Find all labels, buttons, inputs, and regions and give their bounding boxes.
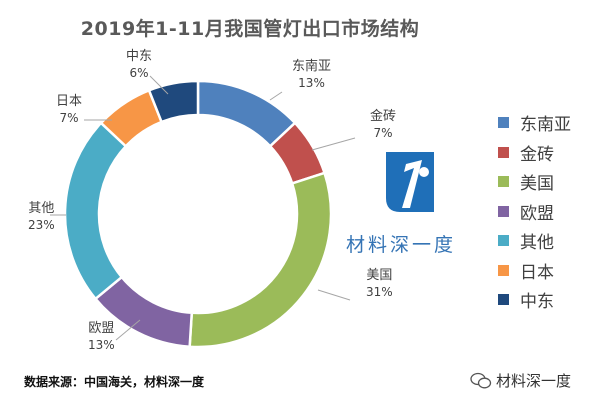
slice-name: 美国: [366, 268, 393, 283]
slice-label: 金砖 7%: [370, 108, 396, 142]
slice-percent: 13%: [88, 338, 115, 352]
slice-5: [63, 121, 128, 301]
chart-title: 2019年1-11月我国管灯出口市场结构: [80, 18, 420, 40]
legend-swatch: [498, 176, 509, 188]
data-source: 数据来源：中国海关，材料深一度: [24, 375, 205, 389]
legend-item: 其他: [498, 226, 571, 256]
wechat-icon: [470, 372, 492, 388]
slice-label: 欧盟 13%: [88, 320, 115, 354]
legend-label: 日本: [520, 262, 554, 283]
brand-name: 材料深一度: [346, 234, 457, 256]
slice-name: 金砖: [370, 109, 397, 124]
legend-label: 金砖: [520, 144, 554, 165]
legend-swatch: [498, 235, 509, 247]
legend-swatch: [498, 294, 509, 306]
legend-item: 欧盟: [498, 197, 571, 227]
legend-label: 美国: [520, 174, 554, 195]
leader-line: [149, 75, 169, 95]
donut-slices: [63, 79, 333, 349]
slice-percent: 31%: [366, 285, 393, 299]
slice-percent: 13%: [298, 76, 325, 90]
slice-label: 中东 6%: [126, 48, 152, 82]
legend-swatch: [498, 264, 509, 276]
slice-label: 日本 7%: [56, 93, 82, 127]
slice-percent: 7%: [59, 111, 79, 125]
legend-swatch: [498, 117, 509, 129]
slice-name: 东南亚: [292, 59, 332, 74]
watermark-text: 材料深一度: [496, 372, 572, 390]
slice-name: 欧盟: [88, 321, 115, 336]
slice-name: 其他: [28, 201, 55, 216]
slice-label: 美国 31%: [366, 267, 393, 301]
slice-percent: 6%: [129, 66, 149, 80]
legend-item: 日本: [498, 256, 571, 286]
watermark: 材料深一度: [470, 370, 571, 391]
leader-line: [269, 91, 283, 101]
slice-name: 中东: [126, 49, 153, 64]
legend-item: 美国: [498, 167, 571, 197]
legend-item: 中东: [498, 285, 571, 315]
legend-item: 金砖: [498, 138, 571, 168]
leader-line: [311, 137, 356, 151]
legend-label: 其他: [520, 233, 554, 254]
brand-logo-icon: [386, 152, 434, 212]
slice-percent: 23%: [28, 218, 55, 232]
legend-item: 东南亚: [498, 108, 571, 138]
legend-label: 中东: [520, 292, 554, 313]
slice-label: 东南亚 13%: [292, 58, 331, 92]
slice-name: 日本: [56, 94, 83, 109]
slice-3: [188, 171, 333, 349]
legend-swatch: [498, 146, 509, 158]
leader-line: [317, 289, 351, 301]
leader-line: [115, 319, 141, 341]
legend-label: 欧盟: [520, 203, 554, 224]
slice-percent: 7%: [373, 126, 393, 140]
leader-lines: [50, 75, 356, 341]
legend-label: 东南亚: [520, 115, 571, 136]
slice-label: 其他 23%: [28, 200, 55, 234]
legend-swatch: [498, 205, 509, 217]
legend: 东南亚 金砖 美国 欧盟 其他 日本 中东: [498, 108, 571, 315]
slice-7: [147, 79, 200, 124]
